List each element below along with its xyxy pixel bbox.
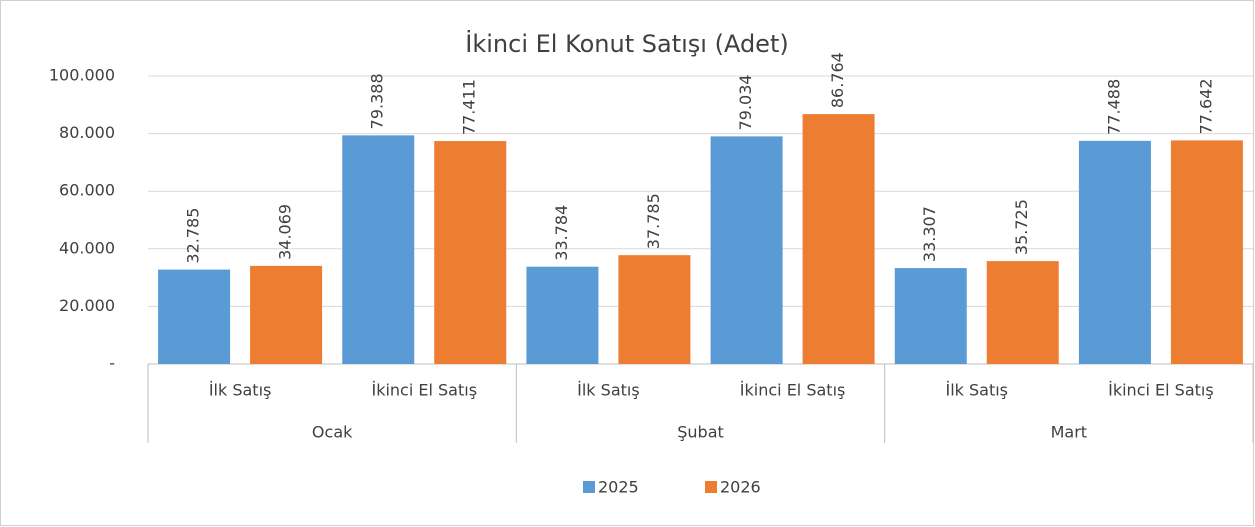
x-tick-label: İkinci El Satış <box>371 381 477 400</box>
bar <box>1170 140 1243 364</box>
bar <box>434 141 507 364</box>
y-tick-label: 20.000 <box>59 296 115 315</box>
y-tick-label: 80.000 <box>59 123 115 142</box>
value-label: 37.785 <box>644 193 663 249</box>
value-label: 79.034 <box>736 74 755 130</box>
x-tick-label: İlk Satış <box>209 381 272 400</box>
value-label: 34.069 <box>276 204 295 260</box>
value-label: 77.642 <box>1196 78 1215 134</box>
y-tick-label: 40.000 <box>59 238 115 257</box>
legend-swatch <box>705 481 717 493</box>
legend-swatch <box>583 481 595 493</box>
bar <box>526 266 599 364</box>
bar <box>710 136 783 364</box>
value-label: 77.488 <box>1104 79 1123 135</box>
x-tick-label: İkinci El Satış <box>740 381 846 400</box>
x-tick-label: İlk Satış <box>577 381 640 400</box>
group-label: Mart <box>1051 423 1087 442</box>
value-label: 77.411 <box>460 79 479 135</box>
bar <box>618 255 691 364</box>
x-tick-label: İlk Satış <box>945 381 1008 400</box>
bar <box>342 135 415 364</box>
legend-label: 2025 <box>598 478 639 497</box>
group-label: Şubat <box>677 423 724 442</box>
group-label: Ocak <box>312 423 353 442</box>
y-tick-label: 60.000 <box>59 181 115 200</box>
value-label: 33.784 <box>552 205 571 261</box>
bar <box>250 265 323 364</box>
bar <box>894 268 967 364</box>
y-tick-label: 100.000 <box>49 66 115 85</box>
bar <box>158 269 231 364</box>
bar <box>986 261 1059 364</box>
bar <box>802 114 875 364</box>
legend-label: 2026 <box>720 478 761 497</box>
x-tick-label: İkinci El Satış <box>1108 381 1214 400</box>
value-label: 33.307 <box>920 206 939 262</box>
chart-title: İkinci El Konut Satışı (Adet) <box>465 29 788 58</box>
value-label: 32.785 <box>184 208 203 264</box>
value-label: 35.725 <box>1012 199 1031 255</box>
value-label: 86.764 <box>828 52 847 108</box>
y-tick-label: - <box>109 354 115 373</box>
bar <box>1078 140 1151 364</box>
value-label: 79.388 <box>368 73 387 129</box>
